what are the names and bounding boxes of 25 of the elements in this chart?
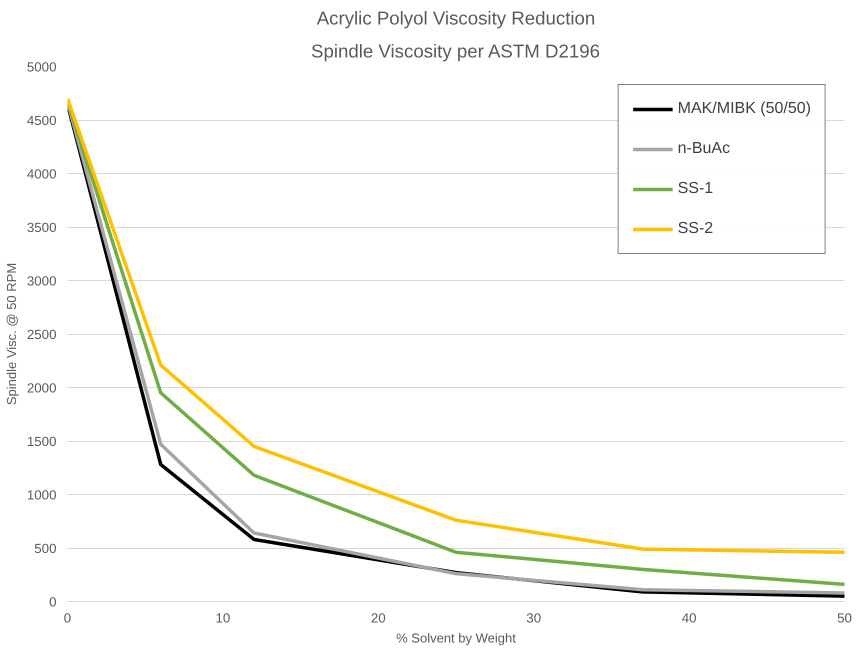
x-tick-label: 50 [837, 610, 852, 626]
legend-label: SS-2 [678, 220, 714, 238]
y-tick-label: 3000 [26, 274, 57, 288]
x-tick-label: 30 [526, 610, 542, 626]
legend-label: n-BuAc [678, 140, 730, 158]
x-tick-label: 0 [64, 610, 72, 626]
y-tick-label: 1000 [26, 488, 57, 502]
x-axis-title: % Solvent by Weight [396, 630, 516, 646]
y-tick-label: 1500 [26, 434, 57, 449]
y-tick-label: 500 [34, 541, 57, 556]
chart-subtitle: Spindle Viscosity per ASTM D2196 [311, 40, 600, 62]
x-tick-label: 20 [370, 610, 386, 626]
y-tick-label: 2500 [26, 327, 57, 342]
y-tick-label: 2000 [26, 380, 57, 396]
y-tick-label: 0 [49, 594, 57, 610]
y-tick-label: 4000 [26, 166, 57, 182]
y-axis-title: Spindle Visc. @ 50 RPM [4, 262, 19, 406]
legend-label: SS-1 [678, 180, 714, 198]
legend-label: MAK/MIBK (50/50) [678, 100, 811, 118]
x-tick-label: 10 [215, 610, 230, 626]
chart-title: Acrylic Polyol Viscosity Reduction [316, 8, 596, 28]
y-tick-label: 4500 [26, 113, 57, 128]
x-tick-label: 40 [682, 610, 697, 626]
y-tick-label: 3500 [26, 220, 57, 235]
y-tick-label: 5000 [26, 60, 57, 74]
